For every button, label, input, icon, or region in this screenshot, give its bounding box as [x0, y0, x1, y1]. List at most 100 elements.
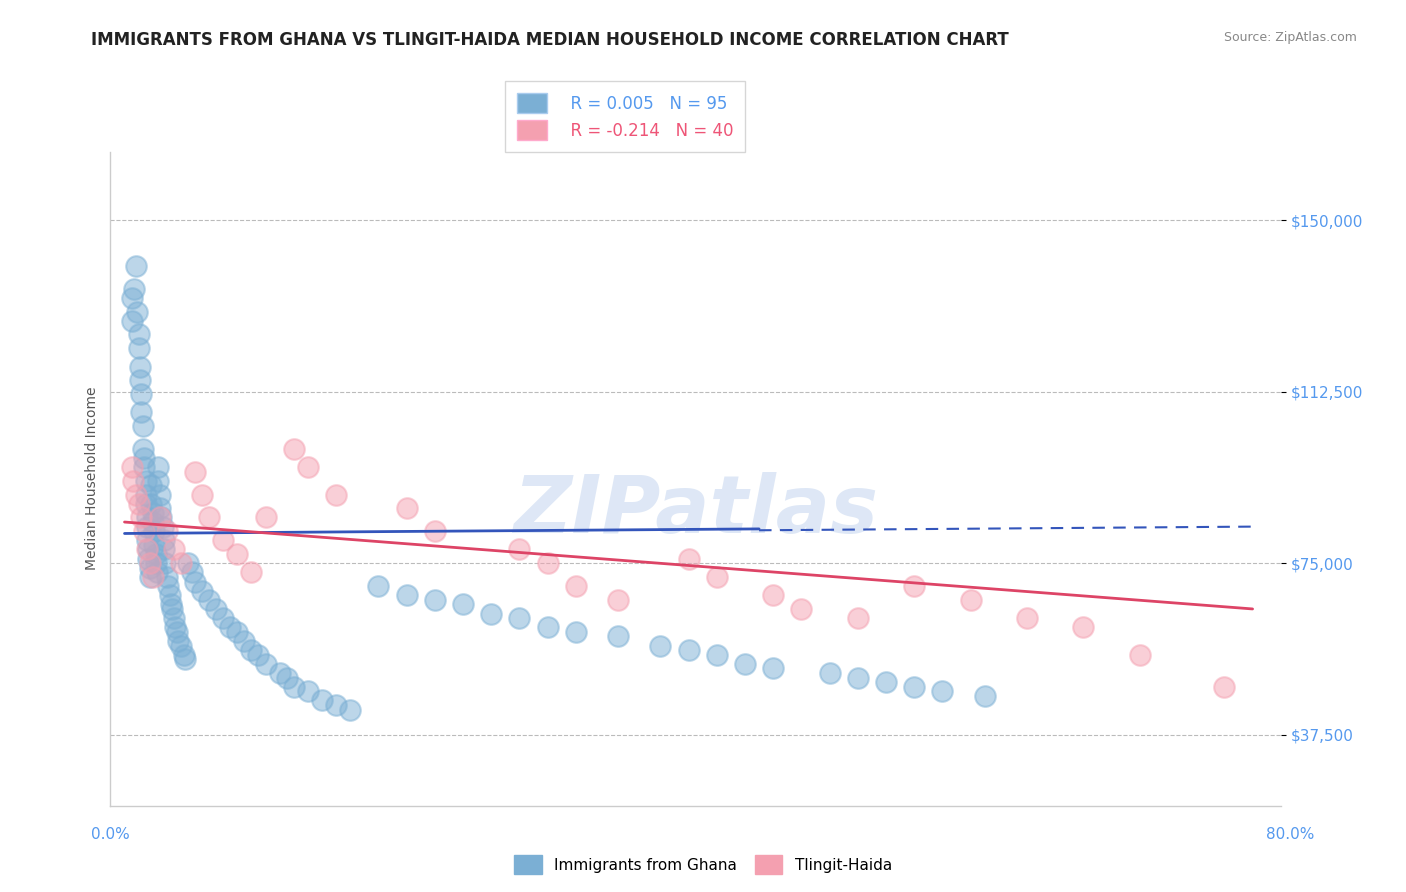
Point [508, 542, 530, 557]
Point [181, 566, 204, 580]
Point [150, 510, 173, 524]
Point [136, 519, 159, 533]
Point [174, 652, 197, 666]
Point [129, 373, 152, 387]
Point [152, 519, 174, 533]
Point [339, 702, 361, 716]
Point [367, 579, 389, 593]
Point [818, 665, 841, 680]
Point [143, 538, 166, 552]
Point [125, 487, 148, 501]
Point [184, 574, 207, 589]
Text: ZIPatlas: ZIPatlas [513, 472, 879, 550]
Point [247, 648, 270, 662]
Point [135, 487, 157, 501]
Point [129, 359, 152, 374]
Point [536, 556, 558, 570]
Point [124, 282, 146, 296]
Text: Source: ZipAtlas.com: Source: ZipAtlas.com [1223, 31, 1357, 45]
Point [141, 497, 163, 511]
Point [159, 588, 181, 602]
Point [163, 542, 186, 557]
Point [973, 689, 995, 703]
Point [706, 570, 728, 584]
Point [846, 611, 869, 625]
Point [903, 680, 925, 694]
Point [138, 542, 160, 557]
Point [191, 487, 214, 501]
Point [136, 510, 159, 524]
Point [205, 602, 228, 616]
Point [254, 657, 277, 671]
Point [148, 460, 170, 475]
Point [134, 450, 156, 465]
Point [156, 524, 179, 539]
Point [155, 556, 177, 570]
Point [479, 607, 502, 621]
Text: 80.0%: 80.0% [1267, 827, 1315, 841]
Point [191, 583, 214, 598]
Point [149, 501, 172, 516]
Point [156, 570, 179, 584]
Point [226, 624, 249, 639]
Point [132, 442, 155, 456]
Point [423, 592, 446, 607]
Point [121, 460, 143, 475]
Point [240, 643, 263, 657]
Point [198, 592, 221, 607]
Point [226, 547, 249, 561]
Point [395, 501, 418, 516]
Point [145, 556, 167, 570]
Point [564, 624, 586, 639]
Point [762, 588, 785, 602]
Y-axis label: Median Household Income: Median Household Income [86, 387, 100, 570]
Point [297, 460, 319, 475]
Point [212, 611, 235, 625]
Point [706, 648, 728, 662]
Point [139, 556, 162, 570]
Point [166, 624, 188, 639]
Point [134, 460, 156, 475]
Point [1015, 611, 1038, 625]
Point [790, 602, 813, 616]
Point [959, 592, 981, 607]
Point [678, 551, 700, 566]
Point [149, 487, 172, 501]
Point [157, 579, 180, 593]
Point [325, 487, 347, 501]
Point [311, 693, 333, 707]
Legend:   R = 0.005   N = 95,   R = -0.214   N = 40: R = 0.005 N = 95, R = -0.214 N = 40 [505, 81, 745, 152]
Point [283, 680, 305, 694]
Point [177, 556, 200, 570]
Point [170, 556, 193, 570]
Point [128, 341, 150, 355]
Legend: Immigrants from Ghana, Tlingit-Haida: Immigrants from Ghana, Tlingit-Haida [508, 849, 898, 880]
Point [149, 510, 172, 524]
Point [153, 533, 176, 548]
Point [451, 598, 474, 612]
Point [184, 465, 207, 479]
Point [297, 684, 319, 698]
Point [508, 611, 530, 625]
Point [142, 570, 165, 584]
Point [139, 570, 162, 584]
Point [121, 291, 143, 305]
Point [254, 510, 277, 524]
Point [423, 524, 446, 539]
Point [165, 620, 187, 634]
Point [136, 533, 159, 548]
Point [128, 497, 150, 511]
Point [607, 629, 630, 643]
Point [233, 634, 256, 648]
Point [212, 533, 235, 548]
Point [134, 524, 156, 539]
Point [198, 510, 221, 524]
Point [132, 419, 155, 434]
Point [142, 506, 165, 520]
Point [173, 648, 195, 662]
Point [122, 474, 145, 488]
Point [607, 592, 630, 607]
Point [131, 387, 153, 401]
Text: IMMIGRANTS FROM GHANA VS TLINGIT-HAIDA MEDIAN HOUSEHOLD INCOME CORRELATION CHART: IMMIGRANTS FROM GHANA VS TLINGIT-HAIDA M… [91, 31, 1010, 49]
Point [167, 634, 190, 648]
